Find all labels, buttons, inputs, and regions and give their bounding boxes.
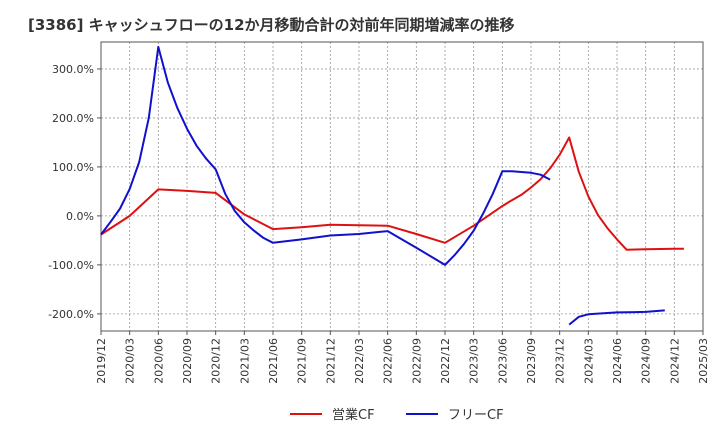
x-axis-ticks: 2019/12 2020/03 2020/06 2020/09 2020/12 2021/… (95, 331, 710, 384)
x-tick-label: 2020/03 (124, 338, 137, 384)
x-tick-label: 2022/09 (410, 338, 423, 384)
x-tick-label: 2025/03 (697, 338, 710, 384)
x-tick-label: 2020/09 (181, 338, 194, 384)
series-lines (100, 45, 684, 326)
x-tick-label: 2021/09 (296, 338, 309, 384)
x-tick-label: 2023/03 (468, 338, 481, 384)
legend: 営業CF フリーCF (290, 407, 504, 423)
x-tick-label: 2023/12 (554, 338, 567, 384)
x-tick-label: 2020/12 (210, 338, 223, 384)
x-tick-label: 2021/06 (267, 338, 280, 384)
x-tick-label: 2023/09 (525, 338, 538, 384)
y-tick-label: 100.0% (52, 161, 94, 174)
x-tick-label: 2019/12 (95, 338, 108, 384)
chart-title: [3386] キャッシュフローの12か月移動合計の対前年同期増減率の推移 (28, 16, 515, 34)
x-tick-label: 2023/06 (496, 338, 509, 384)
x-tick-label: 2020/06 (152, 338, 165, 384)
series-line (100, 136, 684, 251)
legend-label: フリーCF (448, 408, 504, 423)
x-tick-label: 2022/12 (439, 338, 452, 384)
series-operating-cf (100, 136, 684, 251)
y-tick-label: 200.0% (52, 112, 94, 125)
x-tick-label: 2022/06 (382, 338, 395, 384)
x-tick-label: 2021/12 (324, 338, 337, 384)
series-line (100, 45, 665, 326)
x-tick-label: 2024/12 (668, 338, 681, 384)
y-tick-label: 300.0% (52, 63, 94, 76)
series-free-cf (100, 45, 665, 326)
x-tick-label: 2024/03 (582, 338, 595, 384)
legend-label: 営業CF (332, 407, 375, 423)
grid-lines (100, 42, 704, 331)
y-tick-label: 0.0% (66, 210, 94, 223)
plot-area-frame (100, 41, 704, 332)
x-tick-label: 2021/03 (238, 338, 251, 384)
x-tick-label: 2022/03 (353, 338, 366, 384)
y-axis-ticks: 300.0% 200.0% 100.0% 0.0% -100.0% -200.0% (48, 63, 101, 321)
y-tick-label: -100.0% (48, 259, 94, 272)
y-tick-label: -200.0% (48, 308, 94, 321)
x-tick-label: 2024/06 (611, 338, 624, 384)
x-tick-label: 2024/09 (640, 338, 653, 384)
